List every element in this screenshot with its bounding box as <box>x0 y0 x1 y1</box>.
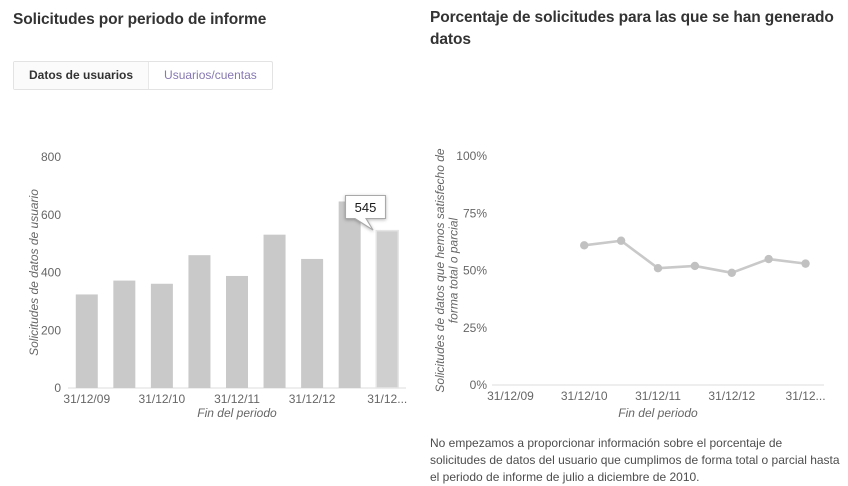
y-tick-label: 75% <box>463 206 487 220</box>
x-tick-label: 31/12/09 <box>487 389 534 403</box>
data-point-4[interactable] <box>727 268 736 277</box>
user-data-requests-bar-chart: 0 200 400 600 800 31/12/09 31/12/10 31/12/11 31/… <box>27 150 407 420</box>
bar-0[interactable] <box>75 294 98 388</box>
bar-4[interactable] <box>226 275 248 388</box>
x-tick-label: 31/12/12 <box>289 392 336 406</box>
y-tick-label: 600 <box>41 208 61 222</box>
x-axis-title: Fin del periodo <box>618 406 698 420</box>
x-tick-label: 31/12/11 <box>214 392 260 406</box>
right-panel: Porcentaje de solicitudes para las que s… <box>424 0 848 485</box>
y-tick-label: 50% <box>463 264 487 278</box>
bar-3[interactable] <box>188 255 211 388</box>
bar-value-tooltip: 545 <box>344 194 387 231</box>
y-tick-label: 25% <box>463 321 487 335</box>
tab-usuarios-cuentas[interactable]: Usuarios/cuentas <box>148 62 272 89</box>
x-tick-label: 31/12/10 <box>139 392 186 406</box>
y-tick-label: 800 <box>41 150 61 164</box>
bar-7[interactable] <box>338 201 361 388</box>
bar-5[interactable] <box>263 234 286 388</box>
y-axis-title: Solicitudes de datos de usuario <box>27 189 41 356</box>
x-tick-label: 31/12/09 <box>63 392 110 406</box>
x-tick-label: 31/12/11 <box>635 389 681 403</box>
x-axis-title: Fin del periodo <box>197 406 277 420</box>
chart-type-tabs: Datos de usuarios Usuarios/cuentas <box>13 61 273 90</box>
y-tick-label: 400 <box>41 266 61 280</box>
tab-label: Usuarios/cuentas <box>164 68 257 82</box>
y-tick-label: 100% <box>456 149 487 163</box>
bar-2[interactable] <box>150 283 173 388</box>
y-tick-label: 200 <box>41 323 61 337</box>
y-tick-label: 0% <box>470 378 488 392</box>
tooltip-bubble-shape <box>344 194 387 231</box>
x-tick-label: 31/12... <box>786 389 826 403</box>
tab-datos-de-usuarios[interactable]: Datos de usuarios <box>14 62 149 89</box>
chart-footnote: No empezamos a proporcionar información … <box>430 436 840 485</box>
data-point-6[interactable] <box>801 259 810 268</box>
bar-6[interactable] <box>301 258 324 388</box>
y-tick-label: 0 <box>54 381 61 395</box>
data-point-0[interactable] <box>580 241 589 250</box>
bar-1[interactable] <box>113 280 136 388</box>
y-axis-title: forma total o parcial <box>447 217 461 323</box>
data-point-5[interactable] <box>764 254 773 264</box>
x-tick-label: 31/12... <box>367 392 407 406</box>
data-point-2[interactable] <box>653 264 663 273</box>
left-panel: Solicitudes por periodo de informe Datos… <box>0 0 424 485</box>
tab-label: Datos de usuarios <box>29 68 134 82</box>
bar-8[interactable] <box>375 229 399 389</box>
left-chart-title: Solicitudes por periodo de informe <box>13 11 267 28</box>
compliance-percentage-line-chart: 0% 25% 50% 75% 100% 31/12/09 31/12/10 31/12/11 3… <box>433 148 826 420</box>
data-point-3[interactable] <box>690 261 700 271</box>
x-tick-label: 31/12/10 <box>561 389 608 403</box>
x-tick-label: 31/12/12 <box>708 389 755 403</box>
y-axis-title: Solicitudes de datos que hemos satisfech… <box>433 148 447 392</box>
tooltip-value: 545 <box>355 200 377 215</box>
right-chart-title: Porcentaje de solicitudes para las que s… <box>430 9 834 48</box>
data-point-1[interactable] <box>616 236 626 245</box>
